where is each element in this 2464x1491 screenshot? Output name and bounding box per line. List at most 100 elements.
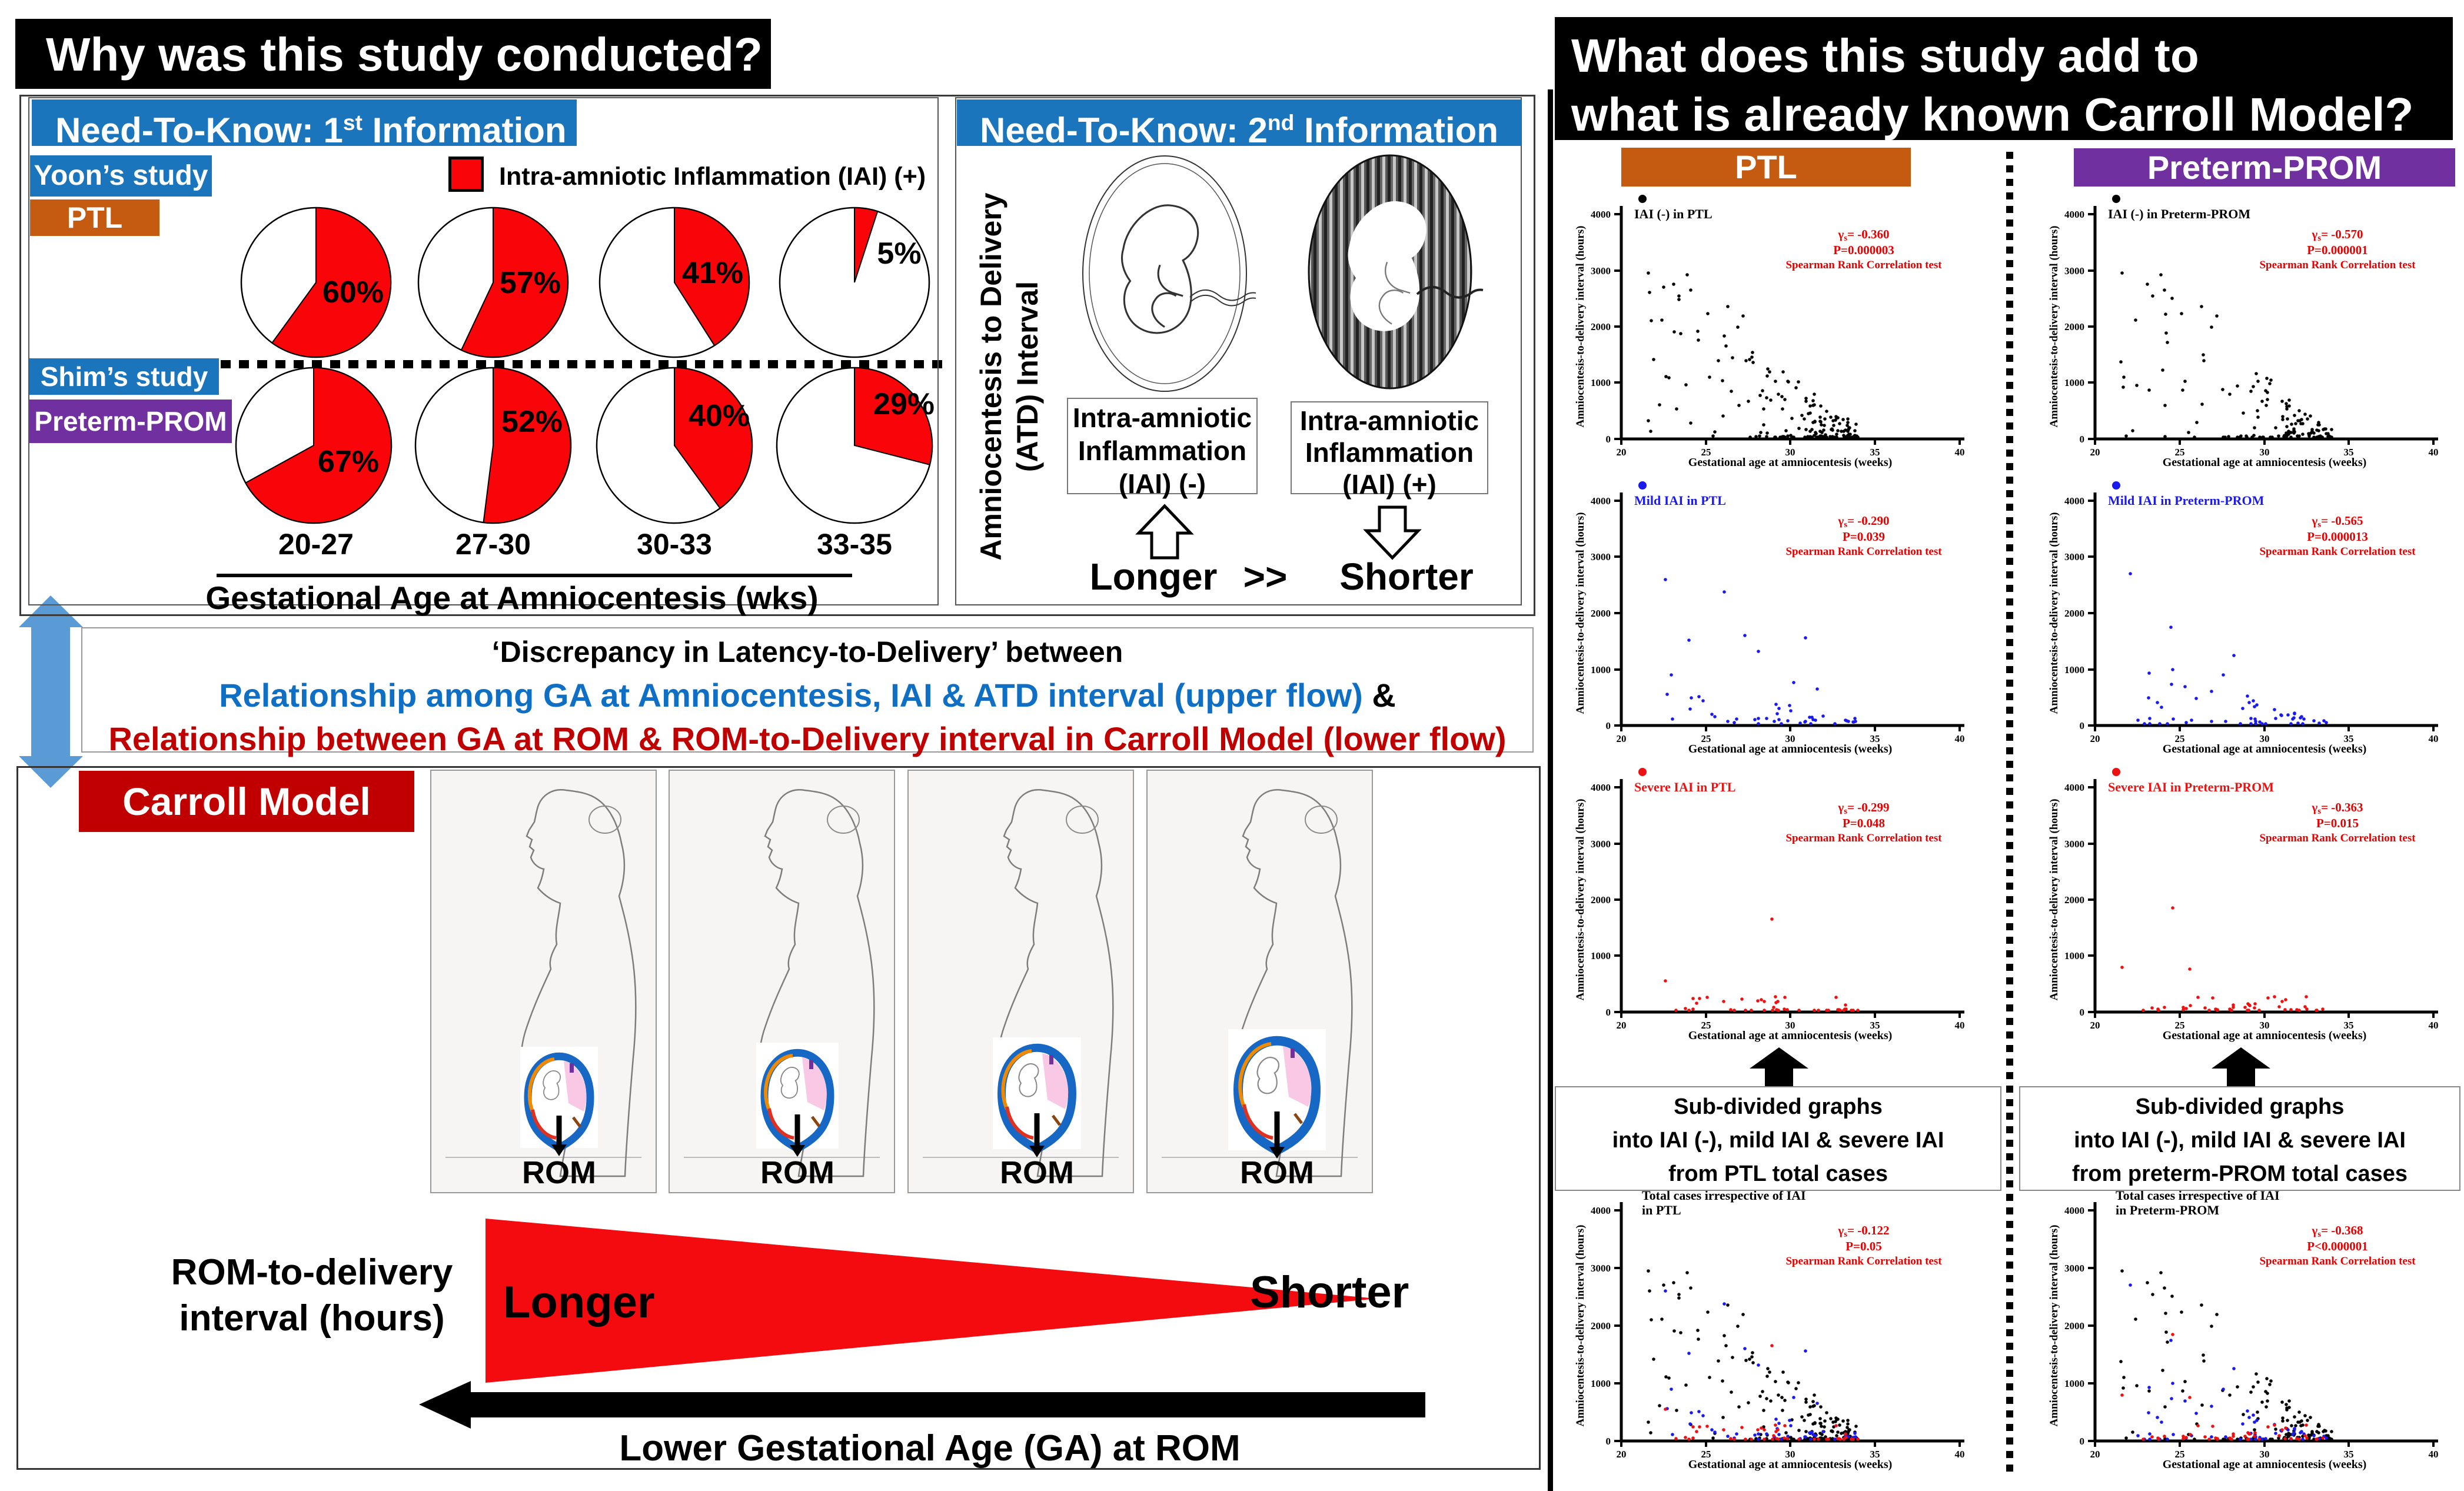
svg-text:20: 20 [1617,1020,1627,1031]
svg-text:4000: 4000 [1591,209,1611,220]
svg-text:20: 20 [1617,1449,1627,1460]
svg-text:Severe IAI in PTL: Severe IAI in PTL [1634,780,1736,794]
svg-text:35: 35 [1870,1020,1880,1031]
svg-text:25: 25 [2175,1020,2185,1031]
svg-text:Spearman Rank Correlation test: Spearman Rank Correlation test [2259,259,2416,271]
svg-text:P=0.048: P=0.048 [1843,816,1885,830]
svg-text:3000: 3000 [1591,1263,1611,1274]
svg-text:20: 20 [2090,447,2100,458]
svg-text:35: 35 [2344,733,2354,744]
svg-text:30: 30 [2260,1449,2270,1460]
svg-text:γs= -0.299: γs= -0.299 [1837,800,1889,816]
svg-text:Spearman Rank Correlation test: Spearman Rank Correlation test [2259,1255,2416,1267]
svg-text:25: 25 [1701,447,1711,458]
svg-text:2000: 2000 [2064,321,2084,332]
svg-text:40: 40 [1955,447,1965,458]
svg-text:Amniocentesis-to-delivery inte: Amniocentesis-to-delivery interval (hour… [1574,1225,1587,1427]
svg-text:25: 25 [2175,447,2185,458]
svg-text:Spearman Rank Correlation test: Spearman Rank Correlation test [1785,1255,1942,1267]
svg-text:4000: 4000 [1591,782,1611,793]
svg-text:0: 0 [1606,1436,1611,1447]
svg-text:γs= -0.290: γs= -0.290 [1837,514,1889,530]
svg-text:35: 35 [2344,1449,2354,1460]
svg-text:2000: 2000 [1591,608,1611,619]
svg-text:Spearman Rank Correlation test: Spearman Rank Correlation test [2259,545,2416,558]
svg-text:25: 25 [1701,733,1711,744]
svg-text:0: 0 [2080,720,2085,731]
svg-text:Amniocentesis-to-delivery inte: Amniocentesis-to-delivery interval (hour… [2048,799,2060,1001]
svg-text:3000: 3000 [1591,265,1611,277]
svg-text:Spearman Rank Correlation test: Spearman Rank Correlation test [1785,832,1942,844]
svg-text:1000: 1000 [1591,950,1611,961]
svg-text:4000: 4000 [2064,1205,2084,1216]
svg-text:0: 0 [2080,1436,2085,1447]
svg-text:Gestational age at amniocentes: Gestational age at amniocentesis (weeks) [1688,1029,1893,1042]
svg-text:35: 35 [2344,1020,2354,1031]
svg-text:P<0.000001: P<0.000001 [2307,1239,2368,1253]
svg-text:Gestational age at amniocentes: Gestational age at amniocentesis (weeks) [2163,743,2367,756]
svg-text:1000: 1000 [2064,377,2084,388]
svg-text:γs= -0.368: γs= -0.368 [2311,1223,2363,1239]
svg-text:35: 35 [1870,733,1880,744]
svg-text:Gestational age at amniocentes: Gestational age at amniocentesis (weeks) [1688,743,1893,756]
svg-text:4000: 4000 [1591,495,1611,507]
svg-text:γs= -0.565: γs= -0.565 [2311,514,2363,530]
svg-text:3000: 3000 [2064,838,2084,850]
svg-text:IAI (-) in Preterm-PROM: IAI (-) in Preterm-PROM [2108,207,2250,221]
svg-text:2000: 2000 [2064,894,2084,906]
svg-text:Severe IAI in Preterm-PROM: Severe IAI in Preterm-PROM [2108,780,2274,794]
svg-text:Mild IAI in PTL: Mild IAI in PTL [1634,493,1726,508]
svg-text:0: 0 [1606,720,1611,731]
svg-text:P=0.000013: P=0.000013 [2307,530,2368,544]
svg-text:30: 30 [1785,1449,1795,1460]
svg-text:20: 20 [1617,733,1627,744]
svg-text:1000: 1000 [2064,950,2084,961]
svg-text:1000: 1000 [1591,377,1611,388]
svg-text:P=0.015: P=0.015 [2316,816,2359,830]
svg-text:30: 30 [1785,447,1795,458]
svg-text:P=0.000003: P=0.000003 [1833,243,1894,257]
svg-text:2000: 2000 [1591,321,1611,332]
svg-text:4000: 4000 [2064,782,2084,793]
svg-text:2000: 2000 [2064,608,2084,619]
svg-text:25: 25 [2175,733,2185,744]
svg-text:1000: 1000 [2064,664,2084,675]
svg-text:Gestational age at amniocentes: Gestational age at amniocentesis (weeks) [2163,1458,2367,1471]
svg-text:0: 0 [2080,434,2085,445]
svg-text:4000: 4000 [2064,495,2084,507]
svg-text:1000: 1000 [1591,1378,1611,1389]
svg-text:20: 20 [1617,447,1627,458]
svg-text:γs= -0.122: γs= -0.122 [1837,1223,1889,1239]
svg-text:Amniocentesis-to-delivery inte: Amniocentesis-to-delivery interval (hour… [2048,226,2060,428]
svg-text:4000: 4000 [1591,1205,1611,1216]
svg-text:Gestational age at amniocentes: Gestational age at amniocentesis (weeks) [1688,1458,1893,1471]
svg-text:P=0.000001: P=0.000001 [2307,243,2368,257]
svg-text:35: 35 [1870,447,1880,458]
svg-text:3000: 3000 [1591,551,1611,563]
svg-text:in PTL: in PTL [1642,1203,1681,1217]
svg-text:2000: 2000 [1591,1320,1611,1332]
svg-text:25: 25 [2175,1449,2185,1460]
svg-text:Amniocentesis-to-delivery inte: Amniocentesis-to-delivery interval (hour… [1574,799,1587,1001]
svg-text:40: 40 [1955,1449,1965,1460]
svg-text:20: 20 [2090,1020,2100,1031]
svg-text:0: 0 [2080,1007,2085,1018]
svg-text:Gestational age at amniocentes: Gestational age at amniocentesis (weeks) [1688,456,1893,469]
svg-text:P=0.039: P=0.039 [1843,530,1885,544]
svg-text:0: 0 [1606,1007,1611,1018]
svg-text:30: 30 [1785,733,1795,744]
svg-text:40: 40 [2429,733,2439,744]
svg-text:Spearman Rank Correlation test: Spearman Rank Correlation test [1785,545,1942,558]
svg-text:3000: 3000 [2064,1263,2084,1274]
svg-text:3000: 3000 [1591,838,1611,850]
svg-text:20: 20 [2090,733,2100,744]
svg-text:0: 0 [1606,434,1611,445]
svg-text:Mild IAI in Preterm-PROM: Mild IAI in Preterm-PROM [2108,493,2265,508]
svg-text:IAI (-) in PTL: IAI (-) in PTL [1634,207,1713,221]
svg-text:35: 35 [1870,1449,1880,1460]
svg-text:2000: 2000 [2064,1320,2084,1332]
svg-text:2000: 2000 [1591,894,1611,906]
svg-text:Amniocentesis-to-delivery inte: Amniocentesis-to-delivery interval (hour… [1574,512,1587,714]
svg-text:1000: 1000 [2064,1378,2084,1389]
svg-text:in Preterm-PROM: in Preterm-PROM [2116,1203,2219,1217]
